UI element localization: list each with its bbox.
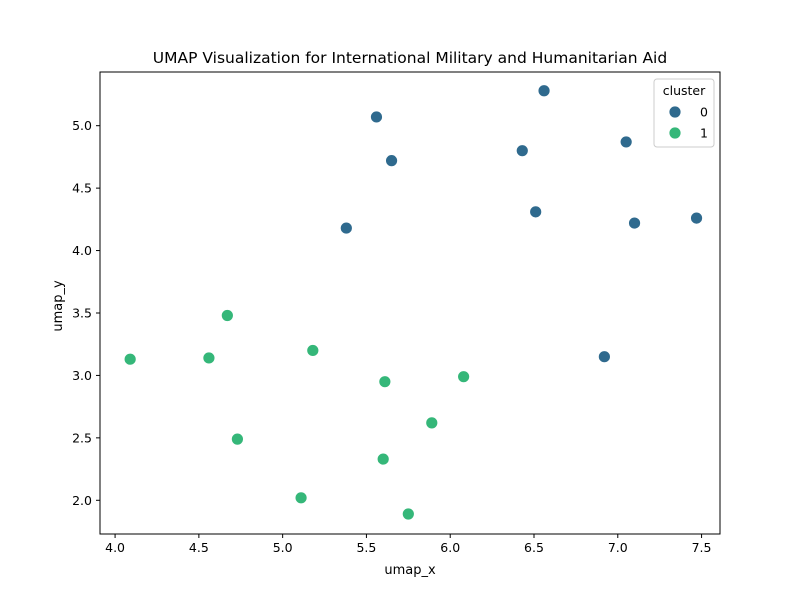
x-tick-label: 4.0 [105,540,125,555]
data-point-cluster-0 [628,216,641,230]
legend-label-1: 1 [700,126,708,141]
data-point-cluster-1 [457,370,471,384]
plot-area: 4.0 4.5 5.0 5.5 6.0 6.5 7.0 7.5 2.0 2.5 3.0 3.5 4.0 4… [72,71,721,555]
y-tick-label: 3.5 [72,305,92,320]
legend-box [653,78,715,148]
y-tick-label: 2.5 [72,430,92,445]
x-tick-label: 4.5 [189,540,209,555]
x-tick-label: 6.5 [524,540,544,555]
y-tick-label: 4.0 [72,243,92,258]
data-point-cluster-0 [537,84,551,98]
data-point-cluster-0 [690,211,703,225]
data-point-cluster-0 [597,350,611,364]
legend: cluster 0 1 [653,78,715,148]
data-point-cluster-1 [123,352,137,366]
x-axis-label: umap_x [384,563,436,578]
data-point-cluster-1 [376,452,390,466]
y-tick-label: 4.5 [72,181,92,196]
legend-marker-0 [668,105,682,119]
y-tick-label: 3.0 [72,368,92,383]
x-tick-label: 6.0 [440,540,460,555]
data-point-cluster-1 [306,344,320,357]
data-point-cluster-1 [425,416,439,430]
data-point-cluster-0 [529,205,543,219]
legend-marker-1 [668,126,682,140]
axes-frame [99,71,721,535]
data-point-cluster-0 [385,154,398,168]
x-tick-label: 5.5 [356,540,376,555]
y-tick-label: 2.0 [72,493,92,508]
y-tick-label: 5.0 [72,118,92,133]
data-point-cluster-1 [378,375,392,389]
y-axis-label: umap_y [51,280,66,332]
legend-label-0: 0 [700,105,708,120]
data-point-cluster-0 [515,144,529,158]
data-point-cluster-0 [339,221,353,235]
data-point-cluster-1 [231,432,244,446]
data-point-cluster-1 [202,351,216,365]
data-point-cluster-1 [220,309,234,322]
data-point-cluster-1 [401,507,415,521]
chart-title: UMAP Visualization for International Mil… [153,49,667,67]
data-point-cluster-0 [370,110,383,124]
legend-title: cluster [663,83,706,98]
data-point-cluster-1 [294,491,308,505]
data-point-cluster-0 [619,135,633,149]
x-tick-label: 7.0 [608,540,628,555]
x-tick-label: 5.0 [273,540,293,555]
x-tick-label: 7.5 [692,540,712,555]
